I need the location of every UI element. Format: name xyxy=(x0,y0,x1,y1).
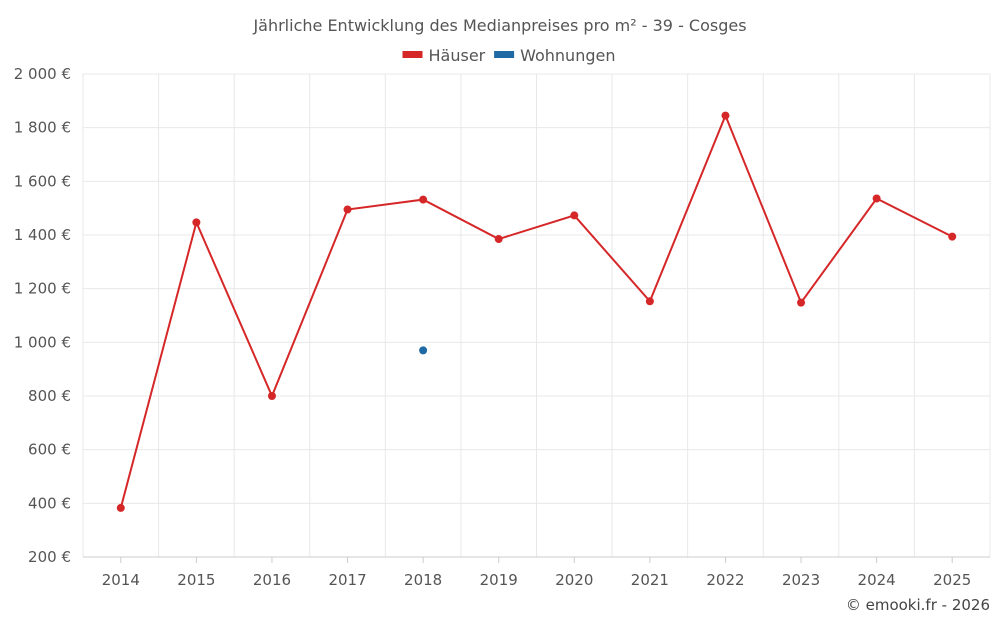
data-point[interactable] xyxy=(419,195,428,204)
legend-swatch xyxy=(494,51,515,58)
legend: Häuser Wohnungen xyxy=(402,46,615,65)
y-tick-label: 200 € xyxy=(28,548,71,566)
x-tick-label: 2016 xyxy=(253,571,291,589)
data-point[interactable] xyxy=(872,194,881,203)
legend-item[interactable]: Wohnungen xyxy=(494,46,615,65)
x-axis: 2014 2015 2016 2017 2018 2019 2020 2021 2022 2023… xyxy=(83,556,990,589)
x-tick-label: 2017 xyxy=(328,571,366,589)
legend-item[interactable]: Häuser xyxy=(402,46,486,65)
x-tick-label: 2024 xyxy=(858,571,896,589)
legend-label: Wohnungen xyxy=(520,46,615,65)
y-tick-label: 2 000 € xyxy=(14,65,71,83)
data-point[interactable] xyxy=(419,346,428,355)
y-axis: 200 € 400 € 600 € 800 € 1 000 € 1 200 € 1 400 … xyxy=(14,65,71,566)
credit-text: © emooki.fr - 2026 xyxy=(846,596,990,614)
x-tick-label: 2015 xyxy=(177,571,215,589)
series-1 xyxy=(419,346,428,355)
data-point[interactable] xyxy=(645,297,654,306)
data-point[interactable] xyxy=(797,298,806,307)
legend-swatch xyxy=(402,51,423,58)
data-point[interactable] xyxy=(343,205,352,214)
series-layer xyxy=(116,111,957,512)
y-tick-label: 600 € xyxy=(28,441,71,459)
data-point[interactable] xyxy=(721,111,730,120)
x-tick-label: 2019 xyxy=(480,571,518,589)
chart-title: Jährliche Entwicklung des Medianpreises … xyxy=(252,16,746,35)
data-point[interactable] xyxy=(948,232,957,241)
y-tick-label: 1 000 € xyxy=(14,333,71,351)
x-tick-label: 2018 xyxy=(404,571,442,589)
legend-label: Häuser xyxy=(429,46,486,65)
y-tick-label: 1 800 € xyxy=(14,119,71,137)
y-tick-label: 400 € xyxy=(28,494,71,512)
data-point[interactable] xyxy=(192,218,201,227)
series-0 xyxy=(116,111,957,512)
x-tick-label: 2022 xyxy=(706,571,744,589)
data-point[interactable] xyxy=(570,211,579,220)
x-tick-label: 2014 xyxy=(102,571,140,589)
series-line xyxy=(119,112,953,509)
x-tick-label: 2021 xyxy=(631,571,669,589)
data-point[interactable] xyxy=(267,392,276,400)
grid xyxy=(82,73,991,558)
x-tick-label: 2025 xyxy=(933,571,971,589)
y-tick-label: 800 € xyxy=(28,387,71,405)
y-tick-label: 1 200 € xyxy=(14,280,71,298)
y-tick-label: 1 600 € xyxy=(14,172,71,190)
data-point[interactable] xyxy=(494,235,503,244)
x-tick-label: 2023 xyxy=(782,571,820,589)
data-point[interactable] xyxy=(116,503,125,512)
x-tick-label: 2020 xyxy=(555,571,593,589)
y-tick-label: 1 400 € xyxy=(14,226,71,244)
